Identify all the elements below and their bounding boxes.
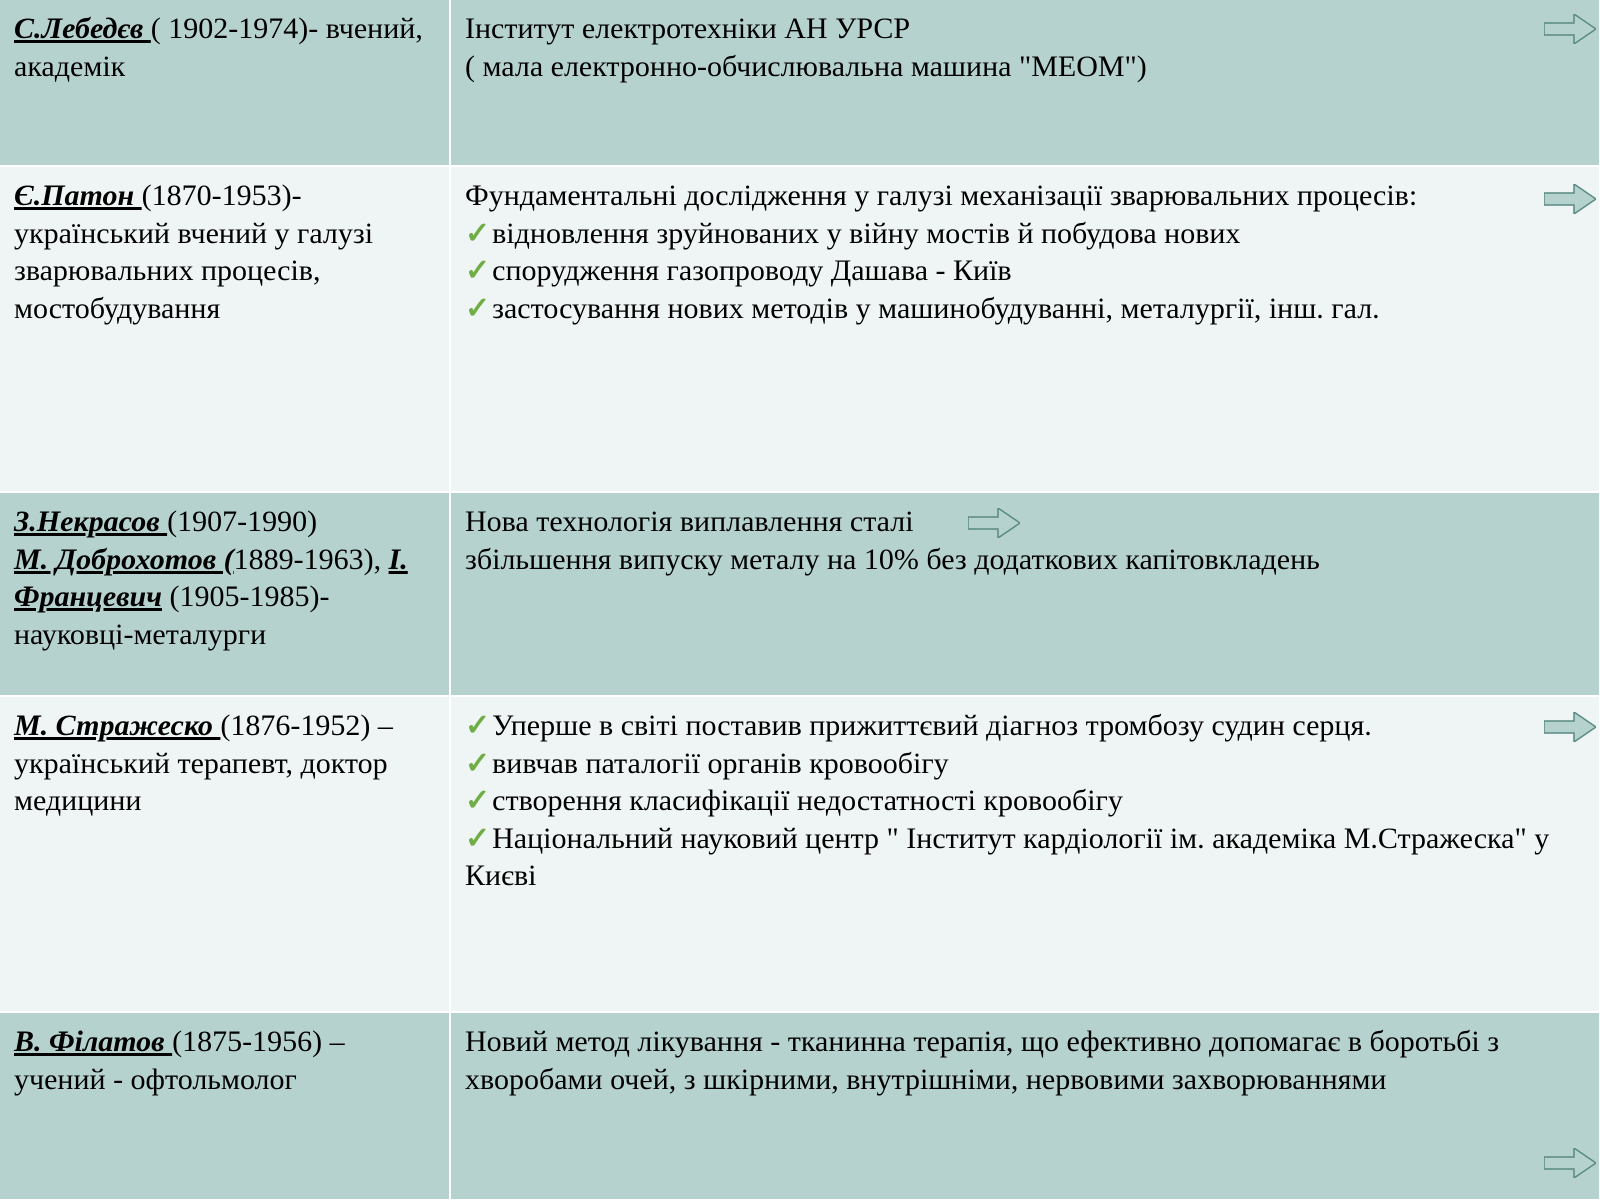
contribution-cell: Інститут електротехніки АН УРСР( мала ел… — [450, 0, 1600, 166]
contribution-bullet: створення класифікації недостатності кро… — [465, 782, 1585, 820]
contribution-bullet: Національний науковий центр " Інститут к… — [465, 820, 1585, 895]
contribution-bullets: Уперше в світі поставив прижиттєвий діаг… — [465, 707, 1585, 895]
table-row: М. Стражеско (1876-1952) – український т… — [0, 696, 1600, 1012]
contribution-line: Нова технологія виплавлення сталі — [465, 503, 1585, 541]
person-name: М. Доброхотов ( — [14, 543, 234, 576]
contribution-bullet: спорудження газопроводу Дашава - Київ — [465, 252, 1585, 290]
scientists-table: С.Лебедєв ( 1902-1974)- вчений, академік… — [0, 0, 1600, 1201]
contribution-line: збільшення випуску металу на 10% без дод… — [465, 541, 1585, 579]
person-name: З.Некрасов — [14, 505, 167, 538]
contribution-cell: Нова технологія виплавлення сталізбільше… — [450, 492, 1600, 696]
contribution-intro: Фундаментальні дослідження у галузі меха… — [465, 177, 1585, 215]
table-row: З.Некрасов (1907-1990) М. Доброхотов (188… — [0, 492, 1600, 696]
person-name: Є.Патон — [14, 179, 142, 212]
contribution-bullet: вивчав паталогії органів кровообігу — [465, 745, 1585, 783]
contribution-bullets: відновлення зруйнованих у війну мостів й… — [465, 215, 1585, 328]
contribution-bullet: застосування нових методів у машинобудув… — [465, 290, 1585, 328]
person-cell: М. Стражеско (1876-1952) – український т… — [0, 696, 450, 1012]
table-row: В. Філатов (1875-1956) – учений - офтоль… — [0, 1012, 1600, 1200]
contribution-line: Інститут електротехніки АН УРСР — [465, 10, 1585, 48]
person-details: (1907-1990) — [167, 505, 317, 538]
contribution-cell: Новий метод лікування - тканинна терапія… — [450, 1012, 1600, 1200]
table-row: С.Лебедєв ( 1902-1974)- вчений, академік… — [0, 0, 1600, 166]
contribution-cell: Фундаментальні дослідження у галузі меха… — [450, 166, 1600, 492]
contribution-line: Новий метод лікування - тканинна терапія… — [465, 1023, 1585, 1098]
person-cell: С.Лебедєв ( 1902-1974)- вчений, академік — [0, 0, 450, 166]
table-row: Є.Патон (1870-1953)- український вчений … — [0, 166, 1600, 492]
person-name: В. Філатов — [14, 1025, 172, 1058]
person-cell: З.Некрасов (1907-1990) М. Доброхотов (188… — [0, 492, 450, 696]
person-name: М. Стражеско — [14, 709, 220, 742]
person-cell: В. Філатов (1875-1956) – учений - офтоль… — [0, 1012, 450, 1200]
scientists-tbody: С.Лебедєв ( 1902-1974)- вчений, академік… — [0, 0, 1600, 1200]
person-cell: Є.Патон (1870-1953)- український вчений … — [0, 166, 450, 492]
contribution-bullet: Уперше в світі поставив прижиттєвий діаг… — [465, 707, 1585, 745]
person-name: С.Лебедєв — [14, 12, 151, 45]
contribution-line: ( мала електронно-обчислювальна машина "… — [465, 48, 1585, 86]
person-details: 1889-1963), — [234, 543, 389, 576]
contribution-bullet: відновлення зруйнованих у війну мостів й… — [465, 215, 1585, 253]
contribution-cell: Уперше в світі поставив прижиттєвий діаг… — [450, 696, 1600, 1012]
